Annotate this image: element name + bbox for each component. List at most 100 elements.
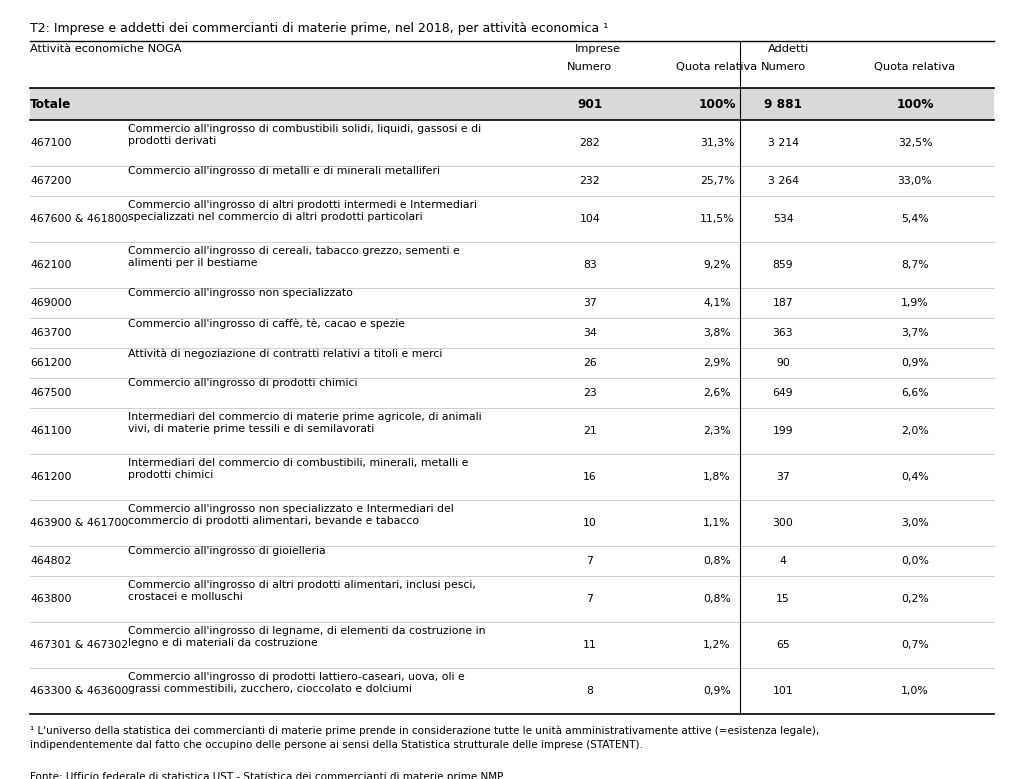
Text: 463700: 463700 <box>30 328 72 338</box>
Text: 34: 34 <box>583 328 597 338</box>
Text: 0,0%: 0,0% <box>901 556 929 566</box>
Text: 4: 4 <box>779 556 786 566</box>
Text: 7: 7 <box>587 556 594 566</box>
Text: Commercio all'ingrosso di cereali, tabacco grezzo, sementi e
alimenti per il bes: Commercio all'ingrosso di cereali, tabac… <box>128 246 460 268</box>
Text: 7: 7 <box>587 594 594 604</box>
Text: 461100: 461100 <box>30 426 72 436</box>
Text: 462100: 462100 <box>30 260 72 270</box>
Text: 37: 37 <box>776 472 790 482</box>
Text: 65: 65 <box>776 640 790 650</box>
Text: Fonte: Ufficio federale di statistica UST - Statistica dei commercianti di mater: Fonte: Ufficio federale di statistica US… <box>30 772 504 779</box>
Text: 300: 300 <box>772 518 794 528</box>
Text: 21: 21 <box>583 426 597 436</box>
Text: 11,5%: 11,5% <box>699 214 734 224</box>
Text: Commercio all'ingrosso non specializzato: Commercio all'ingrosso non specializzato <box>128 288 353 298</box>
Text: 1,9%: 1,9% <box>901 298 929 308</box>
Text: Commercio all'ingrosso di combustibili solidi, liquidi, gassosi e di
prodotti de: Commercio all'ingrosso di combustibili s… <box>128 124 481 146</box>
Text: 463900 & 461700: 463900 & 461700 <box>30 518 128 528</box>
Text: Numero: Numero <box>567 62 612 72</box>
Text: 901: 901 <box>578 97 603 111</box>
Text: 8,7%: 8,7% <box>901 260 929 270</box>
Text: Attività di negoziazione di contratti relativi a titoli e merci: Attività di negoziazione di contratti re… <box>128 348 442 358</box>
Text: Imprese: Imprese <box>575 44 621 54</box>
Text: 282: 282 <box>580 138 600 148</box>
Text: 467100: 467100 <box>30 138 72 148</box>
Text: 0,8%: 0,8% <box>703 594 731 604</box>
Text: ¹ L'universo della statistica dei commercianti di materie prime prende in consid: ¹ L'universo della statistica dei commer… <box>30 726 819 736</box>
Text: 0,4%: 0,4% <box>901 472 929 482</box>
Text: 463300 & 463600: 463300 & 463600 <box>30 686 128 696</box>
Text: Totale: Totale <box>30 97 72 111</box>
Text: Quota relativa: Quota relativa <box>677 62 758 72</box>
Text: 11: 11 <box>583 640 597 650</box>
Text: 232: 232 <box>580 176 600 186</box>
Text: Commercio all'ingrosso di altri prodotti intermedi e Intermediari
specializzati : Commercio all'ingrosso di altri prodotti… <box>128 200 477 221</box>
Text: 0,2%: 0,2% <box>901 594 929 604</box>
Text: T2: Imprese e addetti dei commercianti di materie prime, nel 2018, per attività : T2: Imprese e addetti dei commercianti d… <box>30 22 608 35</box>
Text: 199: 199 <box>773 426 794 436</box>
Text: 32,5%: 32,5% <box>898 138 932 148</box>
Text: 37: 37 <box>583 298 597 308</box>
Text: 461200: 461200 <box>30 472 72 482</box>
Text: 3,8%: 3,8% <box>703 328 731 338</box>
Text: 15: 15 <box>776 594 790 604</box>
Text: 363: 363 <box>773 328 794 338</box>
Text: Commercio all'ingrosso non specializzato e Intermediari del
commercio di prodott: Commercio all'ingrosso non specializzato… <box>128 504 454 526</box>
Text: Commercio all'ingrosso di legname, di elementi da costruzione in
legno e di mate: Commercio all'ingrosso di legname, di el… <box>128 626 485 647</box>
Text: 649: 649 <box>773 388 794 398</box>
Text: 2,9%: 2,9% <box>703 358 731 368</box>
Text: 8: 8 <box>587 686 594 696</box>
Text: 2,0%: 2,0% <box>901 426 929 436</box>
Text: 90: 90 <box>776 358 790 368</box>
Text: 3,7%: 3,7% <box>901 328 929 338</box>
Text: 23: 23 <box>583 388 597 398</box>
Text: Addetti: Addetti <box>768 44 809 54</box>
Text: 31,3%: 31,3% <box>699 138 734 148</box>
Text: 33,0%: 33,0% <box>898 176 932 186</box>
Text: 0,9%: 0,9% <box>703 686 731 696</box>
Text: Intermediari del commercio di combustibili, minerali, metalli e
prodotti chimici: Intermediari del commercio di combustibi… <box>128 458 468 480</box>
Text: 0,7%: 0,7% <box>901 640 929 650</box>
Text: 4,1%: 4,1% <box>703 298 731 308</box>
Text: 469000: 469000 <box>30 298 72 308</box>
Text: 100%: 100% <box>698 97 736 111</box>
Text: 26: 26 <box>583 358 597 368</box>
Text: Commercio all'ingrosso di gioielleria: Commercio all'ingrosso di gioielleria <box>128 546 326 556</box>
Text: 16: 16 <box>583 472 597 482</box>
Text: Commercio all'ingrosso di metalli e di minerali metalliferi: Commercio all'ingrosso di metalli e di m… <box>128 166 440 176</box>
Text: indipendentemente dal fatto che occupino delle persone ai sensi della Statistica: indipendentemente dal fatto che occupino… <box>30 740 643 750</box>
Text: 25,7%: 25,7% <box>699 176 734 186</box>
Text: 187: 187 <box>773 298 794 308</box>
Text: 1,1%: 1,1% <box>703 518 731 528</box>
Text: 0,9%: 0,9% <box>901 358 929 368</box>
Text: 3 214: 3 214 <box>768 138 799 148</box>
Text: Numero: Numero <box>761 62 806 72</box>
Text: 0,8%: 0,8% <box>703 556 731 566</box>
Text: 5,4%: 5,4% <box>901 214 929 224</box>
Text: Commercio all'ingrosso di caffè, tè, cacao e spezie: Commercio all'ingrosso di caffè, tè, cac… <box>128 318 406 329</box>
Text: 3,0%: 3,0% <box>901 518 929 528</box>
Text: 3 264: 3 264 <box>768 176 799 186</box>
Text: 6,6%: 6,6% <box>901 388 929 398</box>
Text: 104: 104 <box>580 214 600 224</box>
Text: Commercio all'ingrosso di prodotti chimici: Commercio all'ingrosso di prodotti chimi… <box>128 378 357 388</box>
Text: Commercio all'ingrosso di prodotti lattiero-caseari, uova, oli e
grassi commesti: Commercio all'ingrosso di prodotti latti… <box>128 672 465 693</box>
Text: 1,2%: 1,2% <box>703 640 731 650</box>
Text: 534: 534 <box>773 214 794 224</box>
Text: 467600 & 461800: 467600 & 461800 <box>30 214 128 224</box>
Text: 1,8%: 1,8% <box>703 472 731 482</box>
Text: 467500: 467500 <box>30 388 72 398</box>
Text: Quota relativa: Quota relativa <box>874 62 955 72</box>
Text: 467301 & 467302: 467301 & 467302 <box>30 640 128 650</box>
Bar <box>30 88 994 120</box>
Text: 464802: 464802 <box>30 556 72 566</box>
Text: 10: 10 <box>583 518 597 528</box>
Text: 1,0%: 1,0% <box>901 686 929 696</box>
Text: 859: 859 <box>773 260 794 270</box>
Text: Attività economiche NOGA: Attività economiche NOGA <box>30 44 181 54</box>
Text: Commercio all'ingrosso di altri prodotti alimentari, inclusi pesci,
crostacei e : Commercio all'ingrosso di altri prodotti… <box>128 580 476 601</box>
Text: 2,6%: 2,6% <box>703 388 731 398</box>
Text: 2,3%: 2,3% <box>703 426 731 436</box>
Text: 101: 101 <box>773 686 794 696</box>
Text: 9 881: 9 881 <box>764 97 802 111</box>
